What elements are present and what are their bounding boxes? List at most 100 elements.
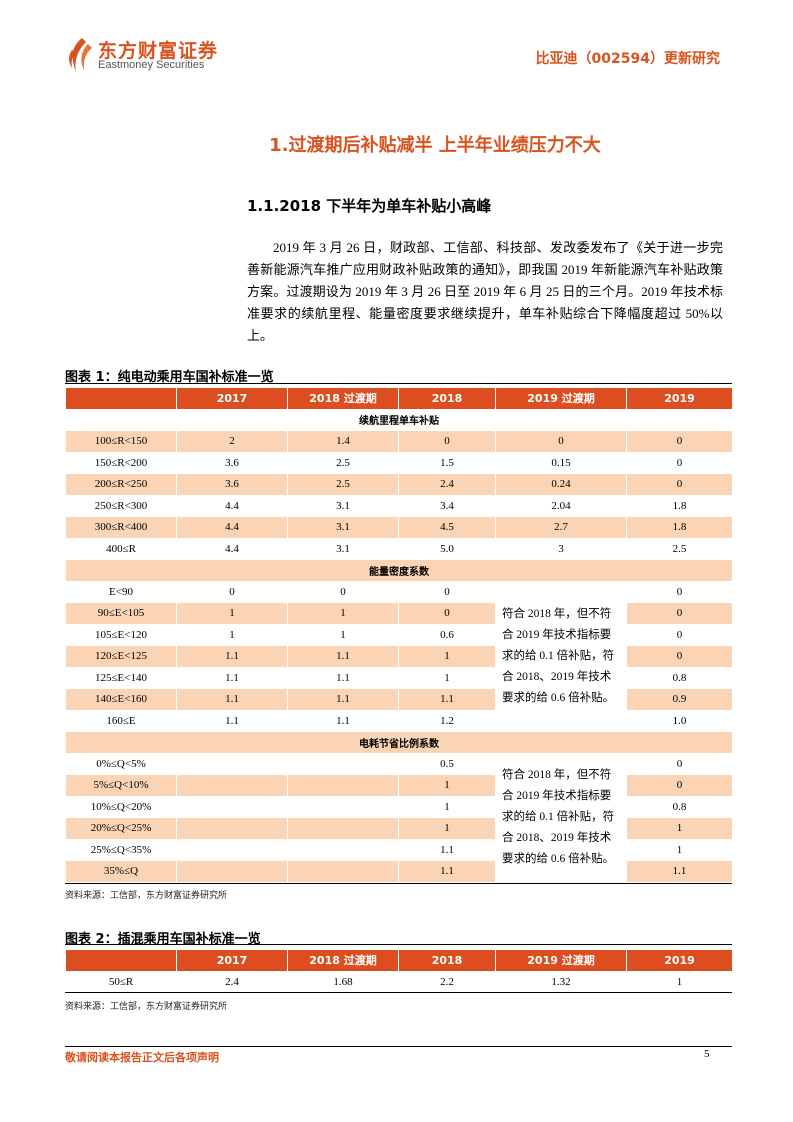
table-cell: 5.0 [398,538,496,560]
table-cell [287,774,399,797]
column-header: 2018 过渡期 [287,388,399,410]
section-title: 能量密度系数 [65,559,733,582]
table2-bottom-rule [65,992,732,993]
table-cell: 2.7 [495,516,627,539]
table-cell: 1.1 [398,860,496,883]
column-header: 2018 [398,388,496,410]
table-section-row: 能量密度系数 [65,559,733,582]
table-cell: 1.1 [287,710,399,732]
row-label: 400≤R [65,538,177,560]
table-cell: 0.9 [626,688,733,711]
row-label: 120≤E<125 [65,645,177,668]
table-cell: 3.6 [176,452,288,474]
row-label: 250≤R<300 [65,495,177,517]
table-row: 35%≤Q 1.1 1.1 [65,860,733,883]
table-cell: 1 [626,817,733,840]
column-header: 2019 [626,388,733,410]
table-section-row: 续航里程单车补贴 [65,409,733,431]
row-label: 0%≤Q<5% [65,753,177,775]
table-cell: 1.5 [398,452,496,474]
table-cell: 0 [626,645,733,668]
table-cell: 1.0 [626,710,733,732]
table-cell: 3.4 [398,495,496,517]
table-cell [287,817,399,840]
table-cell [287,753,399,775]
row-label: 125≤E<140 [65,667,177,689]
table-row: 0%≤Q<5% 0.5 符合 2018 年，但不符合 2019 年技术指标要求的给 … [65,753,733,883]
table-cell: 4.5 [398,516,496,539]
table-cell: 1 [287,624,399,646]
table-cell: 1 [398,817,496,840]
column-header: 2019 过渡期 [495,388,627,410]
table-cell: 1.8 [626,495,733,517]
table-cell: 1.68 [287,971,399,993]
table-cell: 0.6 [398,624,496,646]
row-label: E<90 [65,581,177,603]
table-cell: 1.1 [176,667,288,689]
table-cell: 1.1 [287,667,399,689]
table-section-row: 电耗节省比例系数 [65,731,733,754]
footer-disclaimer: 敬请阅读本报告正文后各项声明 [65,1051,219,1064]
table-cell [176,774,288,797]
row-label: 140≤E<160 [65,688,177,711]
table-cell: 1 [398,667,496,689]
table-header-row: 2017 2018 过渡期 2018 2019 过渡期 2019 [65,950,733,972]
table-cell: 0 [495,430,627,453]
table-cell [176,796,288,818]
table-cell: 0 [398,602,496,625]
row-label: 105≤E<120 [65,624,177,646]
row-label: 160≤E [65,710,177,732]
table-cell: 1.1 [176,710,288,732]
table2-title: 图表 2：插混乘用车国补标准一览 [65,932,261,947]
note-cell: 符合 2018 年，但不符合 2019 年技术指标要求的给 0.1 倍补贴，符合… [495,753,627,883]
table-cell: 3.1 [287,538,399,560]
section-title: 1.过渡期后补贴减半 上半年业绩压力不大 [269,135,601,156]
table-cell: 0 [626,753,733,775]
table-cell: 2.5 [287,473,399,496]
table-cell: 4.4 [176,495,288,517]
table-cell: 1.1 [176,688,288,711]
table-cell: 1 [626,839,733,861]
table-row: 20%≤Q<25% 1 1 [65,817,733,840]
body-paragraph: 2019 年 3 月 26 日，财政部、工信部、科技部、发改委发布了《关于进一步… [247,240,723,343]
column-header: 2017 [176,388,288,410]
table-cell: 3.1 [287,495,399,517]
table-row: 25%≤Q<35% 1.1 1 [65,839,733,861]
table-cell: 4.4 [176,538,288,560]
table-cell: 0 [398,581,496,603]
table-row: 90≤E<105 1 1 0 0 [65,602,733,625]
row-label: 200≤R<250 [65,473,177,496]
table-cell: 2.5 [626,538,733,560]
table-row: 300≤R<400 4.4 3.1 4.5 2.7 1.8 [65,516,733,539]
table-row: 400≤R 4.4 3.1 5.0 3 2.5 [65,538,733,560]
row-label: 20%≤Q<25% [65,817,177,840]
table1-top-rule [65,383,732,384]
table-cell: 2.4 [398,473,496,496]
table-row: 150≤R<200 3.6 2.5 1.5 0.15 0 [65,452,733,474]
table-cell: 1.8 [626,516,733,539]
table-cell: 1.1 [287,688,399,711]
table-row: 5%≤Q<10% 1 0 [65,774,733,797]
table-cell: 3.6 [176,473,288,496]
row-label: 25%≤Q<35% [65,839,177,861]
table-cell: 3.1 [287,516,399,539]
table-row: 200≤R<250 3.6 2.5 2.4 0.24 0 [65,473,733,496]
row-label: 5%≤Q<10% [65,774,177,797]
column-header: 2019 过渡期 [495,950,627,972]
table-cell [176,753,288,775]
table2-source: 资料来源：工信部，东方财富证券研究所 [65,1001,228,1011]
table-cell [176,860,288,883]
table2-top-rule [65,944,732,945]
table-row: 105≤E<120 1 1 0.6 0 [65,624,733,646]
column-header: 2018 过渡期 [287,950,399,972]
table-cell: 0 [626,452,733,474]
logo-flame-icon [69,38,92,72]
row-label: 10%≤Q<20% [65,796,177,818]
table-row: 125≤E<140 1.1 1.1 1 0.8 [65,667,733,689]
logo-text-en: Eastmoney Securities [98,59,205,71]
table-header-row: 2017 2018 过渡期 2018 2019 过渡期 2019 [65,388,733,410]
table-cell: 1.1 [398,688,496,711]
table2: 2017 2018 过渡期 2018 2019 过渡期 2019 50≤R 2.4 1.68 2… [65,950,733,993]
table-row: 120≤E<125 1.1 1.1 1 0 [65,645,733,668]
table-cell: 0 [626,473,733,496]
